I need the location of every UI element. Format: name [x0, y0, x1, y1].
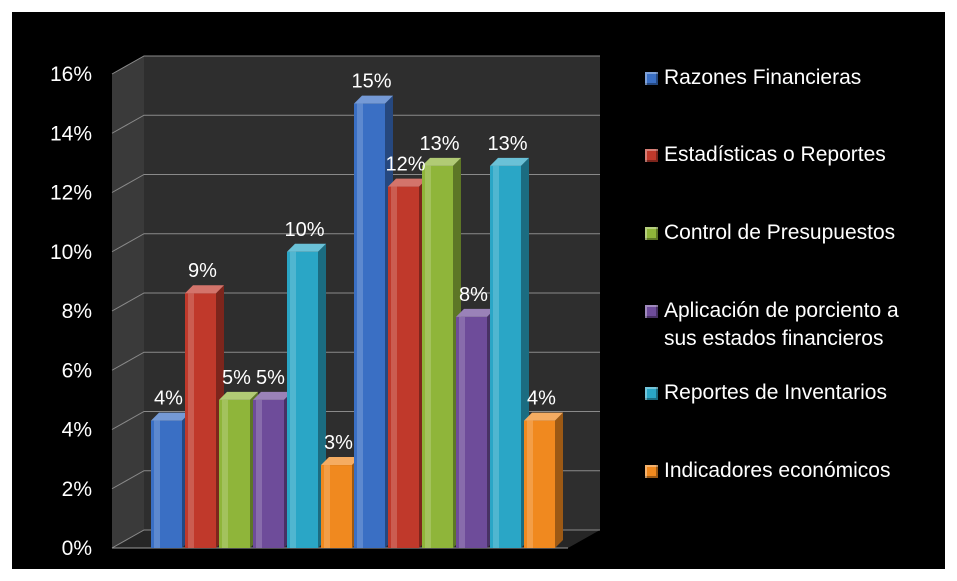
legend-label: Estadísticas o Reportes — [664, 143, 886, 166]
y-tick-label: 14% — [50, 122, 92, 145]
bar-top — [524, 412, 563, 421]
data-label: 8% — [459, 284, 488, 306]
bar-top — [185, 285, 224, 294]
data-label: 13% — [419, 133, 459, 155]
legend-swatch — [645, 227, 658, 240]
legend-item: Estadísticas o Reportes — [645, 141, 954, 169]
legend-label: Reportes de Inventarios — [664, 381, 887, 404]
data-label: 5% — [222, 367, 251, 389]
y-tick-label: 12% — [50, 182, 92, 205]
data-label: 3% — [324, 432, 353, 454]
legend-label: Indicadores económicos — [664, 459, 891, 482]
y-tick-label: 2% — [62, 478, 92, 501]
y-tick-label: 6% — [62, 359, 92, 382]
y-tick-label: 16% — [50, 63, 92, 86]
legend-swatch — [645, 72, 658, 85]
data-label: 4% — [154, 388, 183, 410]
data-label: 9% — [188, 260, 217, 282]
bar-top — [490, 157, 529, 166]
data-label: 10% — [284, 219, 324, 241]
bar-highlight — [357, 103, 363, 548]
bar-highlight — [324, 465, 330, 548]
bar-top — [151, 412, 190, 421]
bar-highlight — [222, 399, 228, 548]
bar-highlight — [188, 293, 194, 548]
y-tick-label: 4% — [62, 419, 92, 442]
bar-top — [388, 178, 427, 187]
bar-top — [422, 157, 461, 166]
bar-top — [321, 457, 360, 466]
bar-highlight — [459, 316, 465, 548]
legend-swatch — [645, 465, 658, 478]
legend-label: Razones Financieras — [664, 66, 862, 89]
bar-top — [219, 391, 258, 400]
data-label: 12% — [385, 154, 425, 176]
data-label: 13% — [487, 133, 527, 155]
legend-item: Reportes de Inventarios — [645, 379, 954, 407]
legend-item: Aplicación de porciento a sus estados fi… — [645, 297, 954, 353]
y-tick-label: 10% — [50, 241, 92, 264]
bar-highlight — [527, 420, 533, 548]
data-label: 15% — [351, 71, 391, 93]
bar-highlight — [256, 399, 262, 548]
bar-highlight — [391, 186, 397, 548]
bar-highlight — [425, 165, 431, 548]
data-label: 4% — [527, 388, 556, 410]
bar-highlight — [290, 251, 296, 548]
bar-top — [354, 95, 393, 104]
y-tick-label: 8% — [62, 300, 92, 323]
gridline — [111, 114, 600, 134]
gridline — [111, 55, 600, 75]
legend-swatch — [645, 149, 658, 162]
bar-highlight — [154, 420, 160, 548]
bar-top — [456, 308, 495, 317]
legend-item: Razones Financieras — [645, 64, 954, 92]
legend-swatch — [645, 387, 658, 400]
legend-swatch — [645, 305, 658, 318]
legend-item: Indicadores económicos — [645, 457, 954, 485]
legend-item: Control de Presupuestos — [645, 219, 954, 247]
data-label: 5% — [256, 367, 285, 389]
bar-highlight — [493, 165, 499, 548]
bar-top — [287, 243, 326, 252]
bar-top — [253, 391, 292, 400]
legend-label: Aplicación de porciento a sus estados fi… — [664, 299, 899, 350]
y-tick-label: 0% — [62, 537, 92, 560]
legend-label: Control de Presupuestos — [664, 221, 896, 244]
bar-side — [555, 412, 563, 548]
